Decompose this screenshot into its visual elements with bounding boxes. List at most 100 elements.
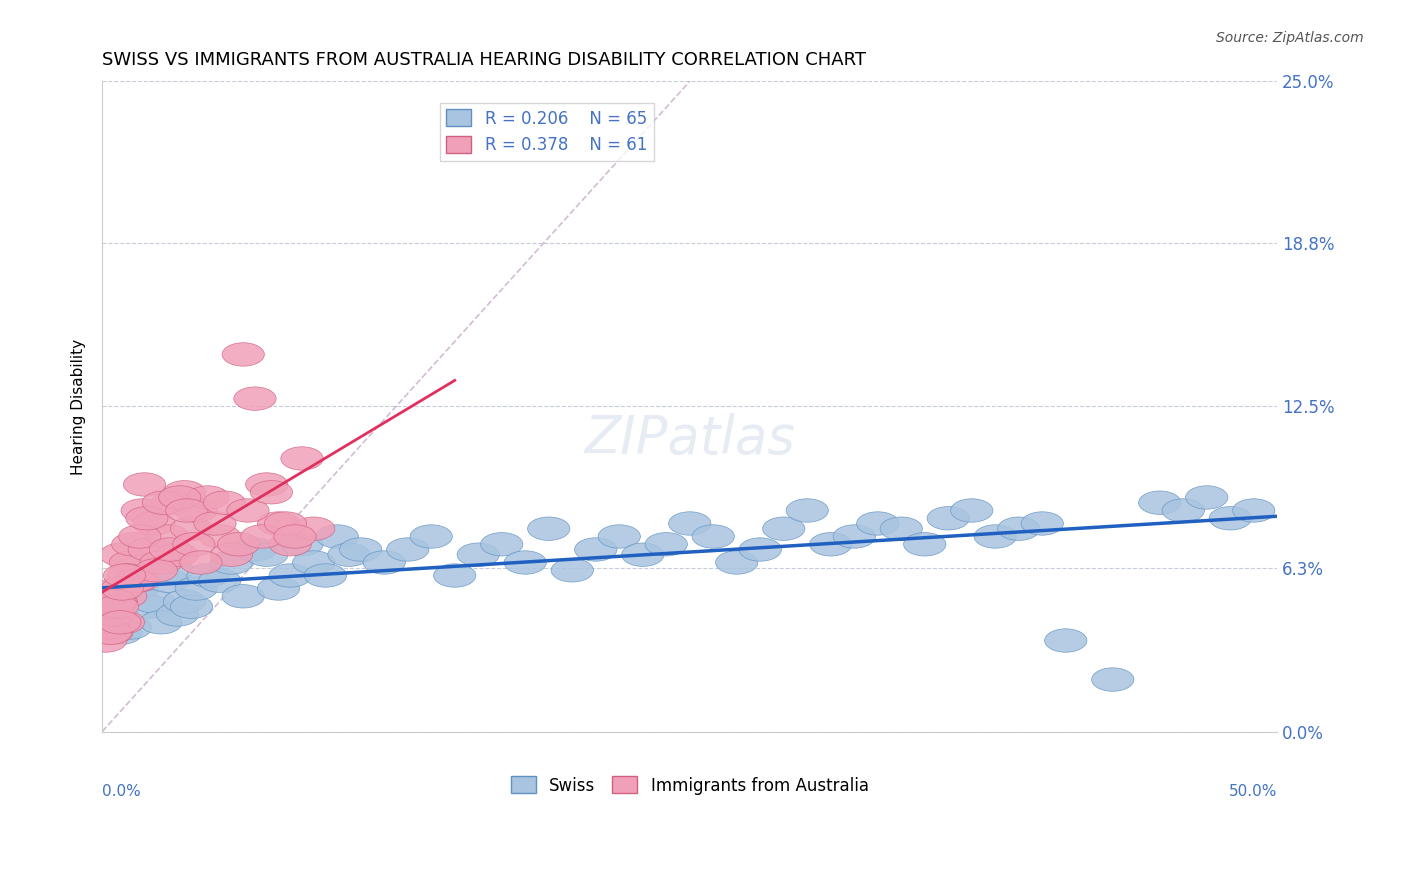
Ellipse shape xyxy=(269,533,311,556)
Ellipse shape xyxy=(316,524,359,549)
Ellipse shape xyxy=(176,577,218,600)
Ellipse shape xyxy=(226,499,269,522)
Ellipse shape xyxy=(904,533,946,556)
Ellipse shape xyxy=(222,343,264,366)
Ellipse shape xyxy=(132,590,176,613)
Ellipse shape xyxy=(97,577,139,600)
Ellipse shape xyxy=(110,550,152,574)
Ellipse shape xyxy=(118,524,160,549)
Ellipse shape xyxy=(457,543,499,566)
Ellipse shape xyxy=(810,533,852,556)
Ellipse shape xyxy=(93,603,135,626)
Ellipse shape xyxy=(117,569,159,592)
Ellipse shape xyxy=(170,517,212,541)
Ellipse shape xyxy=(128,538,170,561)
Ellipse shape xyxy=(527,517,569,541)
Ellipse shape xyxy=(328,543,370,566)
Ellipse shape xyxy=(950,499,993,522)
Ellipse shape xyxy=(264,512,307,535)
Ellipse shape xyxy=(180,550,222,574)
Ellipse shape xyxy=(1091,668,1133,691)
Ellipse shape xyxy=(124,564,166,587)
Text: ZIPatlas: ZIPatlas xyxy=(585,413,796,465)
Ellipse shape xyxy=(98,611,141,634)
Text: SWISS VS IMMIGRANTS FROM AUSTRALIA HEARING DISABILITY CORRELATION CHART: SWISS VS IMMIGRANTS FROM AUSTRALIA HEARI… xyxy=(103,51,866,69)
Ellipse shape xyxy=(363,550,405,574)
Y-axis label: Hearing Disability: Hearing Disability xyxy=(72,338,86,475)
Ellipse shape xyxy=(246,473,288,496)
Ellipse shape xyxy=(1233,499,1275,522)
Ellipse shape xyxy=(100,543,142,566)
Ellipse shape xyxy=(152,558,194,582)
Ellipse shape xyxy=(198,569,240,592)
Ellipse shape xyxy=(856,512,898,535)
Ellipse shape xyxy=(152,491,194,515)
Ellipse shape xyxy=(598,524,640,549)
Ellipse shape xyxy=(103,611,145,634)
Ellipse shape xyxy=(740,538,782,561)
Ellipse shape xyxy=(97,595,139,618)
Ellipse shape xyxy=(269,564,311,587)
Ellipse shape xyxy=(204,491,246,515)
Ellipse shape xyxy=(135,558,177,582)
Ellipse shape xyxy=(91,603,134,626)
Ellipse shape xyxy=(104,564,146,587)
Ellipse shape xyxy=(114,569,156,592)
Ellipse shape xyxy=(304,564,347,587)
Ellipse shape xyxy=(281,447,323,470)
Ellipse shape xyxy=(163,481,205,504)
Ellipse shape xyxy=(96,590,138,613)
Ellipse shape xyxy=(124,473,166,496)
Ellipse shape xyxy=(257,512,299,535)
Ellipse shape xyxy=(716,550,758,574)
Ellipse shape xyxy=(834,524,876,549)
Ellipse shape xyxy=(156,543,198,566)
Ellipse shape xyxy=(142,491,184,515)
Ellipse shape xyxy=(173,533,215,556)
Ellipse shape xyxy=(998,517,1040,541)
Ellipse shape xyxy=(481,533,523,556)
Ellipse shape xyxy=(87,615,129,640)
Ellipse shape xyxy=(340,538,382,561)
Ellipse shape xyxy=(139,550,183,574)
Ellipse shape xyxy=(240,524,283,549)
Ellipse shape xyxy=(84,629,127,652)
Ellipse shape xyxy=(1163,499,1205,522)
Ellipse shape xyxy=(170,595,212,618)
Ellipse shape xyxy=(163,590,205,613)
Ellipse shape xyxy=(194,512,236,535)
Ellipse shape xyxy=(100,621,142,644)
Ellipse shape xyxy=(257,577,299,600)
Ellipse shape xyxy=(187,564,229,587)
Legend: Swiss, Immigrants from Australia: Swiss, Immigrants from Australia xyxy=(505,770,875,801)
Ellipse shape xyxy=(211,550,253,574)
Ellipse shape xyxy=(90,621,132,644)
Ellipse shape xyxy=(1021,512,1063,535)
Ellipse shape xyxy=(645,533,688,556)
Ellipse shape xyxy=(762,517,804,541)
Ellipse shape xyxy=(125,507,167,530)
Ellipse shape xyxy=(786,499,828,522)
Ellipse shape xyxy=(93,595,135,618)
Ellipse shape xyxy=(146,569,190,592)
Ellipse shape xyxy=(176,499,218,522)
Text: 50.0%: 50.0% xyxy=(1229,783,1277,798)
Ellipse shape xyxy=(128,595,170,618)
Text: 0.0%: 0.0% xyxy=(103,783,141,798)
Ellipse shape xyxy=(86,611,128,634)
Ellipse shape xyxy=(187,486,229,509)
Ellipse shape xyxy=(1139,491,1181,515)
Ellipse shape xyxy=(233,538,276,561)
Ellipse shape xyxy=(166,499,208,522)
Ellipse shape xyxy=(104,584,146,608)
Text: Source: ZipAtlas.com: Source: ZipAtlas.com xyxy=(1216,31,1364,45)
Ellipse shape xyxy=(107,564,149,587)
Ellipse shape xyxy=(433,564,475,587)
Ellipse shape xyxy=(146,524,190,549)
Ellipse shape xyxy=(218,533,260,556)
Ellipse shape xyxy=(198,524,240,549)
Ellipse shape xyxy=(211,543,253,566)
Ellipse shape xyxy=(89,603,131,626)
Ellipse shape xyxy=(1045,629,1087,652)
Ellipse shape xyxy=(292,517,335,541)
